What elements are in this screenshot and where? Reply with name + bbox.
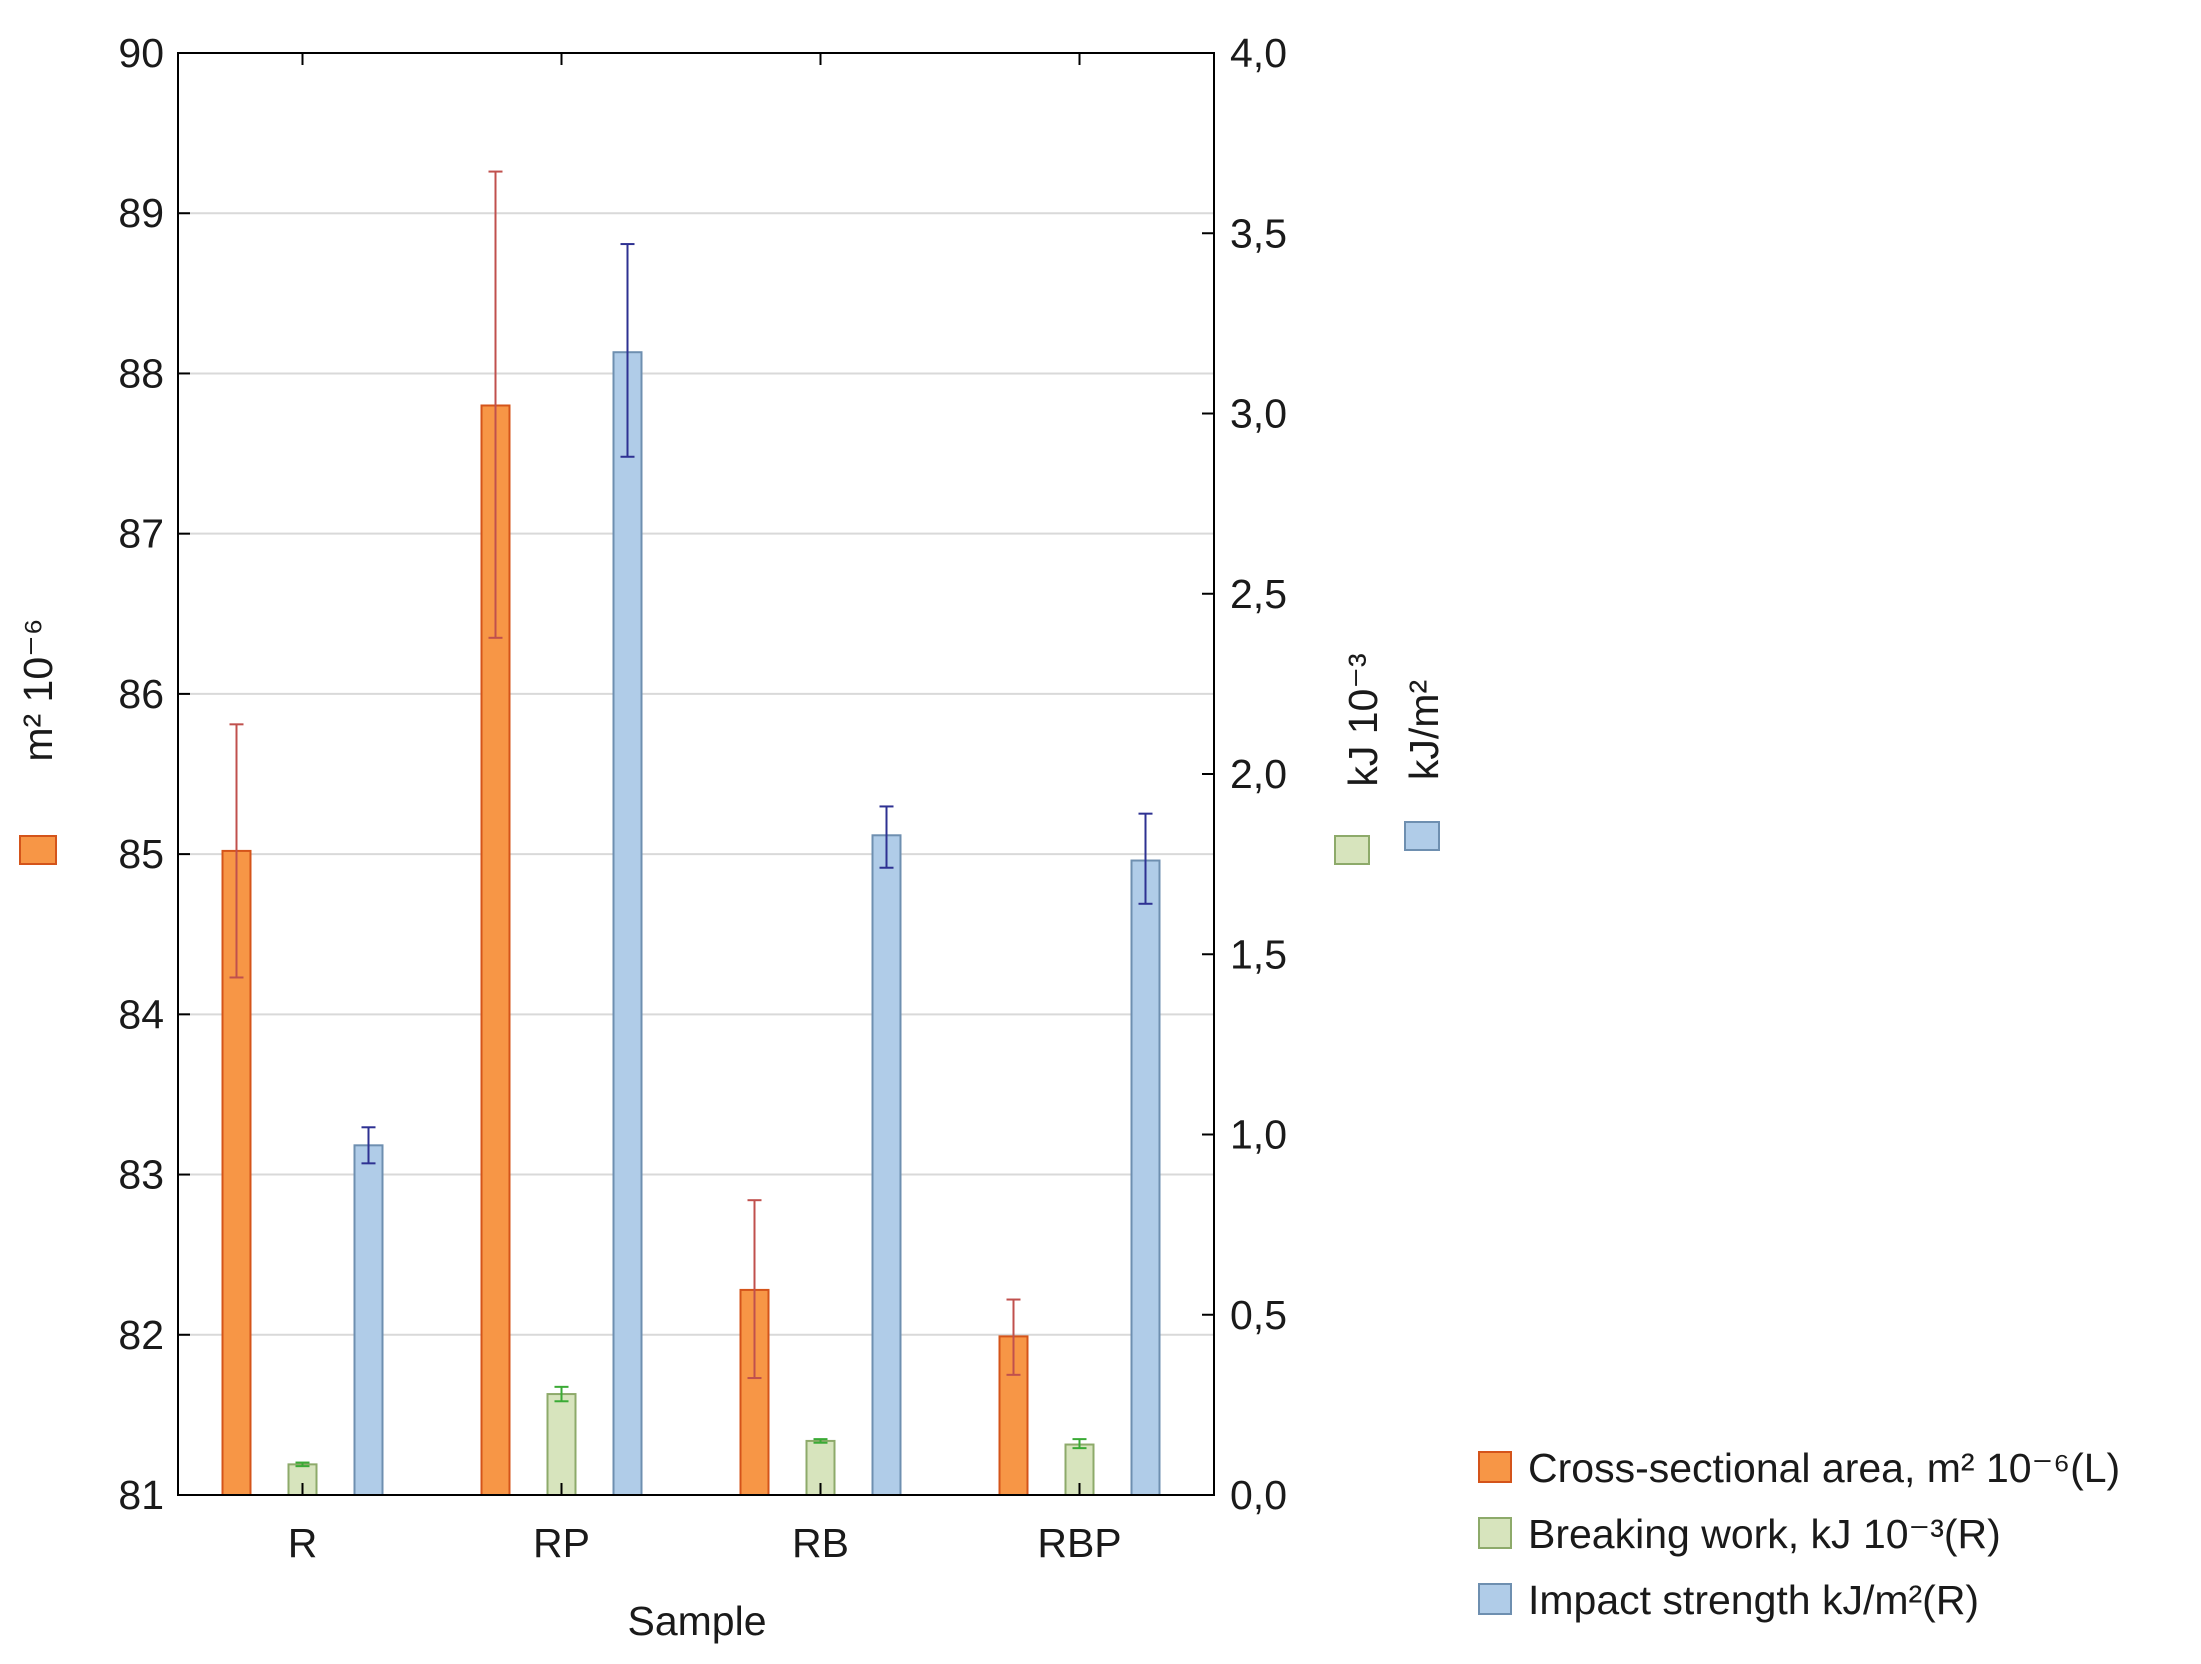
right-axis-swatch-impact xyxy=(1404,821,1440,851)
left-axis-swatch xyxy=(19,835,57,865)
legend-label-breaking-work: Breaking work, kJ 10⁻³(R) xyxy=(1528,1511,2001,1557)
bars xyxy=(221,351,1161,1497)
right-tick-label: 1,0 xyxy=(1230,1112,1287,1158)
left-axis-title: m² 10⁻⁶ xyxy=(15,618,61,761)
bar-r-2 xyxy=(353,1144,384,1496)
x-tick-label: RBP xyxy=(1037,1520,1121,1566)
right-tick-label: 2,0 xyxy=(1230,751,1287,797)
legend-swatch-cross-sectional xyxy=(1478,1451,1512,1483)
left-tick-label: 84 xyxy=(118,991,164,1037)
right-tick-label: 3,5 xyxy=(1230,210,1287,256)
left-tick-label: 88 xyxy=(118,350,164,396)
left-tick-label: 89 xyxy=(118,190,164,236)
left-tick-label: 86 xyxy=(118,671,164,717)
bar-rp-1 xyxy=(546,1393,577,1497)
left-tick-label: 83 xyxy=(118,1152,164,1198)
bar-rbp-2 xyxy=(1130,859,1161,1496)
left-tick-label: 85 xyxy=(118,831,164,877)
legend-label-cross-sectional: Cross-sectional area, m² 10⁻⁶(L) xyxy=(1528,1445,2120,1491)
x-tick-label: R xyxy=(288,1520,318,1566)
right-axis-title-impact: kJ/m² xyxy=(1401,680,1447,780)
x-tick-label: RP xyxy=(533,1520,590,1566)
right-tick-label: 3,0 xyxy=(1230,391,1287,437)
left-tick-label: 82 xyxy=(118,1312,164,1358)
right-axis-swatch-breaking xyxy=(1334,835,1370,865)
right-tick-label: 4,0 xyxy=(1230,30,1287,76)
right-tick-label: 2,5 xyxy=(1230,571,1287,617)
error-bars xyxy=(229,170,1153,1468)
legend: Cross-sectional area, m² 10⁻⁶(L) Breakin… xyxy=(1478,1445,2120,1623)
legend-label-impact-strength: Impact strength kJ/m²(R) xyxy=(1528,1577,1979,1623)
x-axis-title: Sample xyxy=(627,1598,766,1644)
right-tick-label: 1,5 xyxy=(1230,931,1287,977)
plot-frame xyxy=(177,52,1215,1496)
bar-rb-2 xyxy=(871,834,902,1496)
right-tick-label: 0,5 xyxy=(1230,1292,1287,1338)
axes xyxy=(177,52,1215,1496)
tick-labels: 81 82 83 84 85 86 87 88 89 90 0,0 0,5 1,0 1,5 2,0 2,5 3,… xyxy=(118,30,1287,1566)
right-tick-label: 0,0 xyxy=(1230,1472,1287,1518)
left-tick-label: 81 xyxy=(118,1472,164,1518)
legend-swatch-impact-strength xyxy=(1478,1583,1512,1615)
left-tick-label: 87 xyxy=(118,511,164,557)
left-tick-label: 90 xyxy=(118,30,164,76)
gridlines xyxy=(178,212,1214,1336)
bar-rp-2 xyxy=(612,351,643,1497)
x-tick-label: RB xyxy=(792,1520,849,1566)
legend-swatch-breaking-work xyxy=(1478,1517,1512,1549)
right-axis-title-breaking: kJ 10⁻³ xyxy=(1340,653,1386,786)
